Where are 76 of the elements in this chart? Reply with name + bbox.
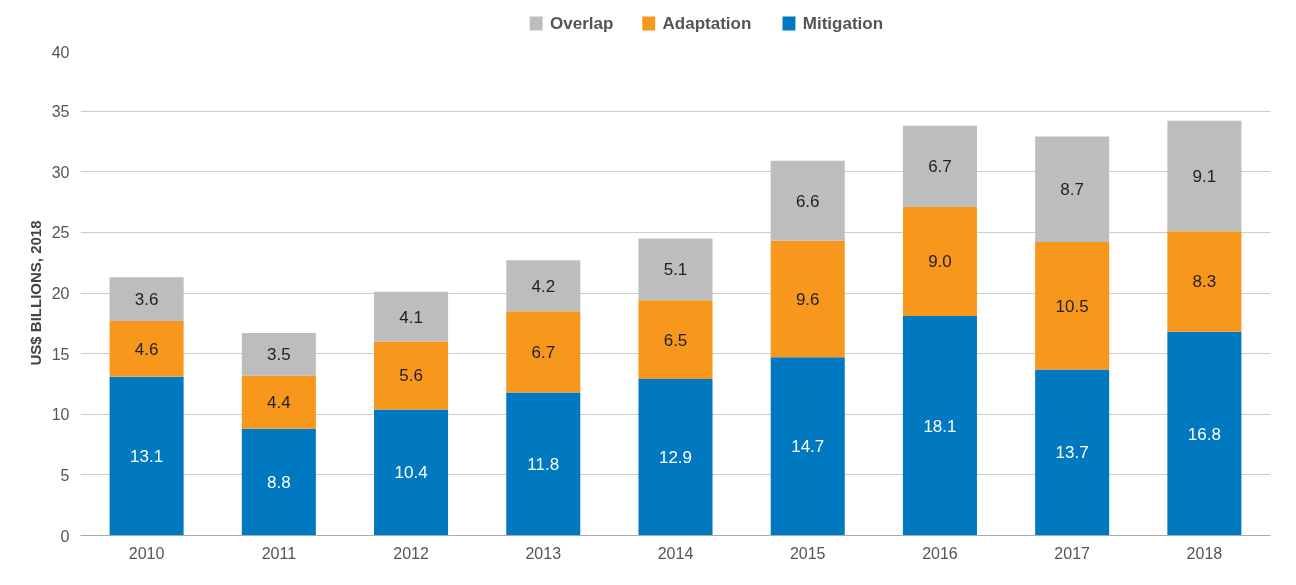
x-tick-label: 2010 bbox=[128, 544, 165, 562]
data-label: 4.4 bbox=[267, 393, 291, 413]
y-tick-label: 5 bbox=[60, 466, 70, 484]
y-tick-label: 15 bbox=[51, 345, 70, 363]
bar bbox=[374, 341, 449, 410]
bar bbox=[902, 125, 977, 207]
data-label: 13.7 bbox=[1055, 443, 1089, 463]
data-label: 6.5 bbox=[663, 330, 688, 350]
data-label: 6.7 bbox=[531, 342, 556, 362]
x-tick-label: 2017 bbox=[1054, 544, 1091, 562]
data-label: 5.1 bbox=[663, 260, 688, 280]
data-label: 9.6 bbox=[795, 290, 820, 310]
data-label: 3.5 bbox=[267, 345, 291, 365]
bar bbox=[506, 311, 581, 393]
data-label: 4.1 bbox=[399, 307, 423, 327]
bar bbox=[770, 357, 845, 536]
data-label: 12.9 bbox=[658, 448, 693, 468]
bar bbox=[638, 238, 713, 301]
bar bbox=[1167, 331, 1242, 536]
data-label: 16.8 bbox=[1187, 424, 1221, 444]
x-tick-label: 2013 bbox=[525, 544, 562, 562]
data-label: 11.8 bbox=[527, 454, 560, 474]
bar bbox=[374, 409, 449, 536]
bar bbox=[638, 300, 713, 380]
data-label: 14.7 bbox=[791, 437, 825, 457]
x-tick-label: 2018 bbox=[1186, 544, 1223, 562]
x-tick-label: 2014 bbox=[657, 544, 694, 562]
data-label: 8.7 bbox=[1060, 180, 1084, 200]
bar bbox=[902, 316, 977, 536]
data-label: 13.1 bbox=[130, 447, 164, 467]
data-label: 18.1 bbox=[923, 416, 957, 436]
bar bbox=[902, 206, 977, 317]
bar bbox=[109, 320, 184, 377]
y-tick-label: 20 bbox=[51, 285, 70, 302]
x-tick-label: 2016 bbox=[922, 544, 958, 562]
data-label: 9.0 bbox=[928, 252, 952, 272]
data-label: 9.1 bbox=[1192, 166, 1217, 186]
y-axis-title: US$ BILLIONS, 2018 bbox=[26, 220, 44, 366]
bar bbox=[1167, 231, 1242, 332]
bar bbox=[1035, 136, 1110, 243]
data-label: 4.6 bbox=[134, 339, 159, 359]
bar bbox=[770, 240, 845, 358]
data-label: 8.3 bbox=[1192, 272, 1217, 292]
legend-label: Mitigation bbox=[802, 14, 884, 33]
y-tick-label: 40 bbox=[51, 43, 70, 61]
bar bbox=[109, 376, 184, 536]
data-label: 4.2 bbox=[531, 276, 556, 296]
y-tick-label: 10 bbox=[51, 406, 70, 424]
bar bbox=[770, 160, 845, 241]
y-tick-label: 35 bbox=[51, 103, 70, 121]
x-tick-label: 2015 bbox=[789, 544, 826, 562]
data-label: 8.8 bbox=[267, 473, 291, 493]
y-tick-label: 25 bbox=[51, 224, 70, 242]
data-label: 10.4 bbox=[394, 463, 428, 483]
bar bbox=[506, 260, 581, 312]
data-label: 5.6 bbox=[399, 366, 423, 386]
bar bbox=[374, 291, 449, 342]
data-label: 6.7 bbox=[928, 157, 952, 177]
y-tick-label: 30 bbox=[51, 163, 70, 181]
data-label: 3.6 bbox=[134, 290, 159, 310]
bar bbox=[241, 333, 316, 376]
bar bbox=[506, 392, 581, 536]
bar bbox=[1035, 369, 1110, 536]
bar bbox=[241, 428, 316, 536]
bar bbox=[1035, 242, 1110, 370]
bar bbox=[638, 379, 713, 536]
x-tick-label: 2012 bbox=[393, 544, 429, 562]
data-label: 6.6 bbox=[795, 191, 820, 211]
legend-label: Overlap bbox=[550, 14, 614, 33]
data-label: 10.5 bbox=[1055, 296, 1089, 316]
legend-label: Adaptation bbox=[662, 14, 752, 33]
y-tick-label: 0 bbox=[60, 527, 70, 545]
bar bbox=[1167, 120, 1242, 232]
x-tick-label: 2011 bbox=[261, 544, 297, 562]
bar bbox=[241, 375, 316, 429]
bar bbox=[109, 277, 184, 321]
